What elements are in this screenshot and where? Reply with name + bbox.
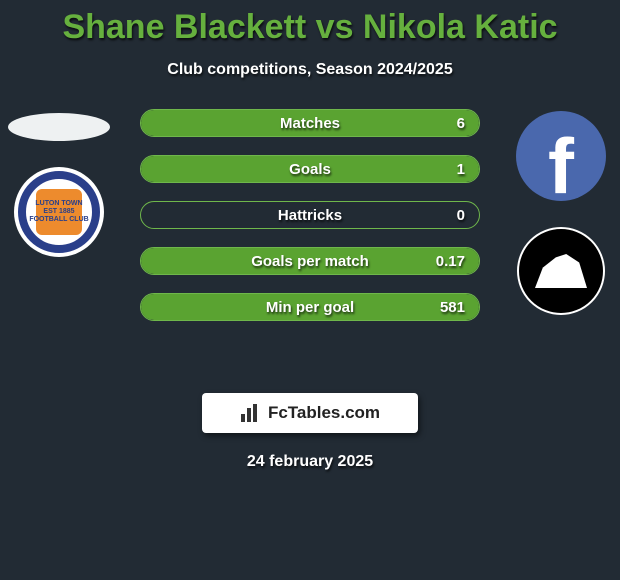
stat-bar-value-right: 6	[457, 110, 465, 136]
stat-bars: Matches6Goals1Hattricks0Goals per match0…	[140, 109, 480, 321]
player-left-avatar-placeholder	[8, 113, 110, 141]
comparison-panel: LUTON TOWNEST 1885FOOTBALL CLUB f Matche…	[0, 109, 620, 369]
plymouth-ship-icon	[535, 254, 587, 288]
stat-bar-value-right: 581	[440, 294, 465, 320]
stat-bar: Min per goal581	[140, 293, 480, 321]
stat-bar-value-right: 1	[457, 156, 465, 182]
facebook-f-glyph: f	[548, 131, 574, 201]
luton-text: LUTON TOWNEST 1885FOOTBALL CLUB	[14, 167, 104, 257]
club-logo-luton: LUTON TOWNEST 1885FOOTBALL CLUB	[14, 167, 104, 257]
stat-bar: Goals1	[140, 155, 480, 183]
stat-bar-label: Min per goal	[141, 294, 479, 320]
stat-bar-label: Hattricks	[141, 202, 479, 228]
bar-chart-icon	[240, 404, 262, 422]
player-right-column: f	[506, 109, 616, 315]
watermark-text: FcTables.com	[268, 403, 380, 423]
stat-bar-value-right: 0	[457, 202, 465, 228]
subtitle: Club competitions, Season 2024/2025	[0, 61, 620, 79]
date-label: 24 february 2025	[0, 453, 620, 471]
stat-bar-label: Goals	[141, 156, 479, 182]
page-title: Shane Blackett vs Nikola Katic	[0, 0, 620, 47]
stat-bar: Matches6	[140, 109, 480, 137]
watermark[interactable]: FcTables.com	[202, 393, 418, 433]
stat-bar-label: Matches	[141, 110, 479, 136]
stat-bar: Hattricks0	[140, 201, 480, 229]
stat-bar: Goals per match0.17	[140, 247, 480, 275]
facebook-icon[interactable]: f	[516, 111, 606, 201]
player-left-column: LUTON TOWNEST 1885FOOTBALL CLUB	[4, 109, 114, 257]
club-logo-plymouth	[517, 227, 605, 315]
stat-bar-label: Goals per match	[141, 248, 479, 274]
stat-bar-value-right: 0.17	[436, 248, 465, 274]
